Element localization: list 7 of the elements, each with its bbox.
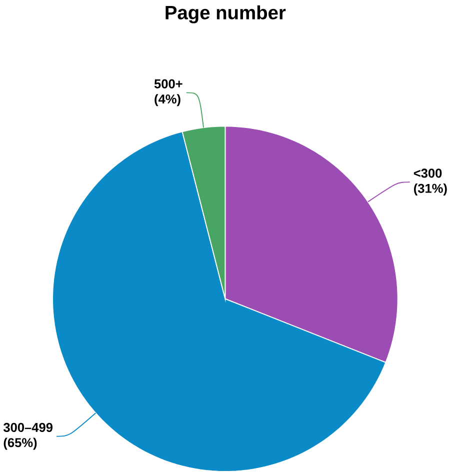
- data-label: (31%): [414, 184, 447, 196]
- slice-label: 500+: [154, 79, 182, 88]
- data-label: (4%): [154, 94, 181, 106]
- data-label: (65%): [4, 438, 37, 450]
- chart-title: Page number: [166, 5, 286, 24]
- slice-label: 300–499: [4, 422, 53, 432]
- slice-label: <300: [414, 168, 442, 178]
